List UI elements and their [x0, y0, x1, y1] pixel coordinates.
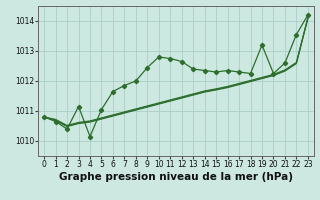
X-axis label: Graphe pression niveau de la mer (hPa): Graphe pression niveau de la mer (hPa) — [59, 172, 293, 182]
